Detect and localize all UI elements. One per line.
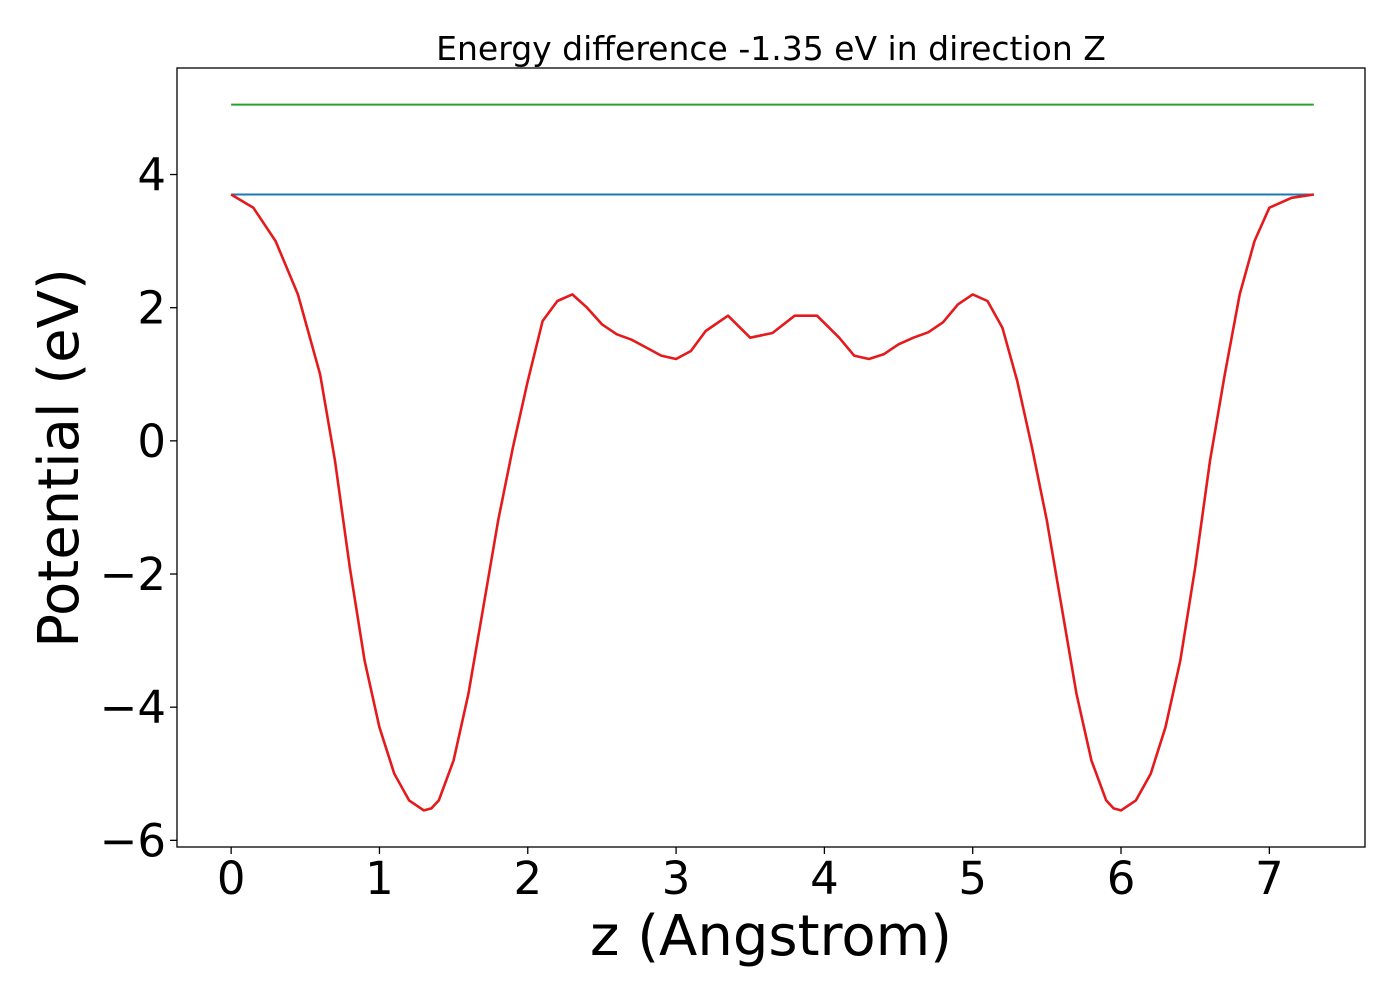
x-tick-label: 1 — [365, 852, 394, 905]
y-tick-label: 0 — [137, 415, 166, 468]
x-tick-label: 3 — [662, 852, 691, 905]
x-tick-label: 6 — [1107, 852, 1136, 905]
y-tick-label: −6 — [100, 814, 166, 867]
y-tick-label: 2 — [137, 282, 166, 335]
plot-area — [176, 67, 1366, 848]
y-axis-label: Potential (eV) — [27, 268, 92, 648]
x-axis-ticks: 0 1 2 3 4 5 6 7 — [217, 847, 1284, 905]
y-axis-ticks: −6 −4 −2 0 2 4 — [100, 149, 177, 867]
y-tick-label: −2 — [100, 548, 166, 601]
plot-frame — [176, 67, 1366, 848]
series-line-2 — [230, 193, 1314, 812]
x-tick-label: 2 — [513, 852, 542, 905]
x-axis-label: z (Angstrom) — [590, 904, 952, 969]
series-layer — [230, 103, 1314, 812]
chart-title: Energy difference -1.35 eV in direction … — [436, 29, 1106, 68]
x-tick-label: 5 — [958, 852, 987, 905]
y-tick-label: −4 — [100, 681, 166, 734]
x-tick-label: 7 — [1255, 852, 1284, 905]
x-tick-label: 0 — [217, 852, 246, 905]
y-tick-label: 4 — [137, 149, 166, 202]
x-tick-label: 4 — [810, 852, 839, 905]
